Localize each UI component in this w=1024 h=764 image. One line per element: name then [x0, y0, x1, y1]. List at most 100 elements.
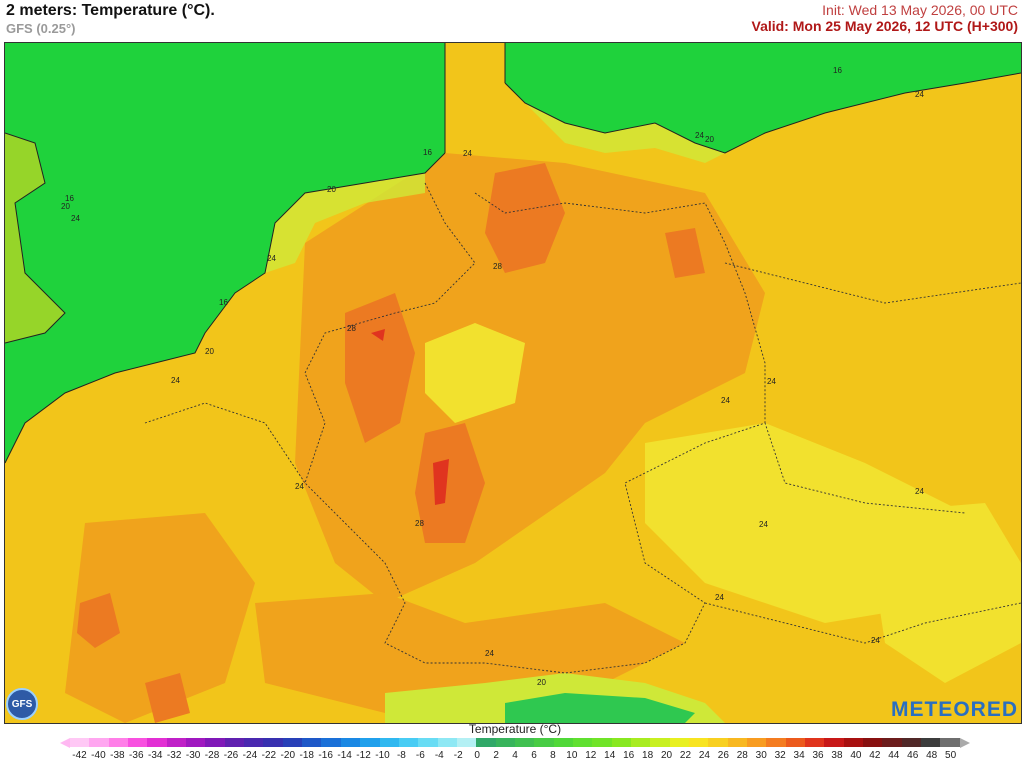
legend-color-ramp: [70, 738, 960, 747]
contour-label: 16: [833, 66, 842, 75]
hot-region-southwest: [415, 423, 485, 543]
warm-region-southwest: [65, 513, 255, 723]
legend-tick-label: -10: [375, 750, 390, 761]
header-left: 2 meters: Temperature (°C). GFS (0.25°): [6, 2, 215, 36]
legend-tick-label: 32: [774, 750, 786, 761]
coastal-band-netherlands: [265, 173, 425, 273]
legend-tick-label: 48: [926, 750, 938, 761]
legend-tick-label: -22: [261, 750, 277, 761]
contour-label: 20: [61, 202, 70, 211]
legend-swatch: [89, 738, 109, 747]
legend-swatch: [514, 738, 535, 747]
legend-tick-label: 34: [793, 750, 805, 761]
legend-tick-label: -30: [185, 750, 201, 761]
coastlines: [5, 43, 1021, 464]
legend-title: Temperature (°C): [468, 722, 562, 736]
legend-tick-label: 38: [831, 750, 843, 761]
coastal-band-baltic: [525, 103, 725, 163]
legend-swatch: [708, 738, 728, 747]
legend-swatch: [689, 738, 709, 747]
map-canvas: 16 20 24 16 20 24 28 28 28 24 24 24 20 1…: [5, 43, 1021, 723]
legend-swatch: [766, 738, 786, 747]
contour-label: 24: [759, 520, 768, 529]
contour-labels: 16 20 24 16 20 24 28 28 28 24 24 24 20 1…: [61, 66, 924, 687]
temperature-map[interactable]: 16 20 24 16 20 24 28 28 28 24 24 24 20 1…: [4, 42, 1022, 724]
legend-swatch: [553, 738, 573, 747]
legend-tick-label: 44: [888, 750, 900, 761]
meteored-logo[interactable]: METEORED: [890, 698, 1018, 721]
legend-swatch: [901, 738, 922, 747]
contour-label: 24: [485, 649, 494, 658]
legend-swatch: [224, 738, 245, 747]
legend-tick-label: 26: [717, 750, 729, 761]
contour-label: 24: [295, 482, 304, 491]
hottest-spot-2: [371, 329, 385, 341]
legend-tick-label: -32: [166, 750, 182, 761]
legend-tick-label: 20: [660, 750, 673, 761]
hot-region-france: [77, 593, 120, 648]
valid-time: Valid: Mon 25 May 2026, 12 UTC (H+300): [751, 18, 1019, 34]
legend-tick-label: 22: [679, 750, 692, 761]
legend-swatch: [669, 738, 689, 747]
legend-tick-label: -28: [204, 750, 220, 761]
legend-tick-label: 50: [945, 750, 957, 761]
legend-tick-label: 24: [698, 750, 710, 761]
legend-swatch: [398, 738, 419, 747]
legend-tick-label: 12: [585, 750, 597, 761]
hot-region-north: [485, 163, 565, 273]
contour-label: 28: [347, 324, 356, 333]
legend-swatch: [476, 738, 496, 747]
legend-swatch: [263, 738, 283, 747]
legend-tick-label: -16: [318, 750, 333, 761]
legend-swatch: [611, 738, 631, 747]
legend-swatch: [940, 738, 960, 747]
legend-tick-label: 42: [869, 750, 881, 761]
legend-swatch: [456, 738, 477, 747]
contour-label: 20: [537, 678, 546, 687]
legend-tick-label: -12: [356, 750, 371, 761]
legend-swatch: [843, 738, 864, 747]
legend-swatch: [186, 738, 206, 747]
legend-tick-label: 16: [623, 750, 635, 761]
legend-tick-label: 2: [493, 750, 499, 761]
warm-region-center: [295, 153, 765, 603]
contour-label: 16: [65, 194, 74, 203]
color-legend: Temperature (°C) -42 -40 -38 -36 -34 -32 -30 -2…: [60, 722, 970, 762]
legend-tick-label: 28: [736, 750, 748, 761]
alps-cold: [505, 693, 695, 723]
legend-tick-label: -24: [242, 750, 258, 761]
legend-swatch: [128, 738, 148, 747]
cool-region-east: [865, 503, 1021, 683]
legend-swatch: [340, 738, 361, 747]
legend-tick-label: -18: [299, 750, 314, 761]
hot-region-france-south: [145, 673, 190, 723]
legend-tick-label: 14: [604, 750, 616, 761]
header-right: Init: Wed 13 May 2026, 00 UTC Valid: Mon…: [752, 2, 1019, 34]
legend-swatch: [360, 738, 380, 747]
legend-tick-label: 36: [812, 750, 824, 761]
legend-swatch: [805, 738, 825, 747]
legend-swatch: [70, 738, 90, 747]
cool-region-hesse: [425, 323, 525, 423]
contour-label: 20: [327, 185, 336, 194]
legend-swatch: [572, 738, 593, 747]
legend-swatch: [166, 738, 187, 747]
legend-swatch: [302, 738, 322, 747]
contour-label: 24: [915, 90, 924, 99]
contour-label: 28: [493, 262, 502, 271]
contour-label: 24: [695, 131, 704, 140]
legend-tick-label: -26: [223, 750, 239, 761]
legend-swatch: [747, 738, 767, 747]
gfs-logo: GFS: [6, 688, 38, 720]
contour-label: 24: [715, 593, 724, 602]
contour-label: 20: [205, 347, 214, 356]
legend-tick-label: -20: [280, 750, 295, 761]
hot-region-west: [345, 293, 415, 443]
contour-label: 16: [219, 298, 228, 307]
legend-max-arrow: [960, 738, 970, 748]
legend-tick-label: -4: [434, 750, 444, 761]
init-time: Init: Wed 13 May 2026, 00 UTC: [822, 2, 1018, 18]
hottest-spot-1: [433, 459, 449, 505]
contour-label: 20: [705, 135, 714, 144]
legend-swatch: [437, 738, 457, 747]
